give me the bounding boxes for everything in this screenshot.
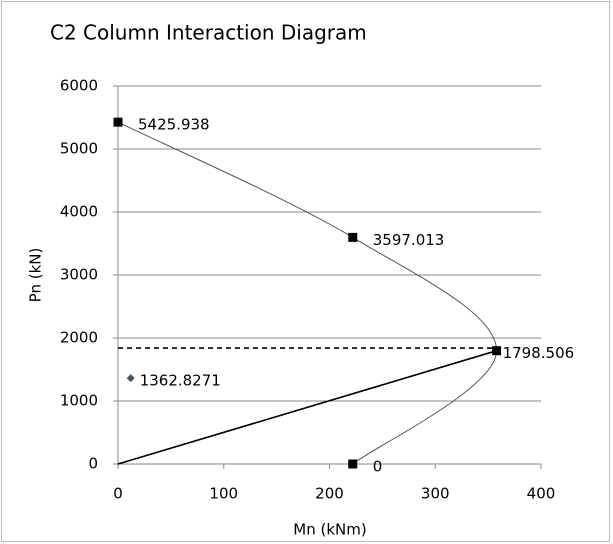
data-label: 0: [373, 458, 383, 476]
y-tick-label: 5000: [60, 140, 98, 158]
y-axis-title: Pn (kN): [27, 248, 45, 303]
chart-title: C2 Column Interaction Diagram: [50, 21, 367, 45]
point: [348, 459, 358, 469]
series-line: [117, 349, 497, 465]
data-label: 1362.8271: [140, 372, 221, 390]
point: [113, 117, 123, 127]
point: [348, 232, 358, 242]
data-label: 1798.506: [503, 344, 575, 362]
y-tick-label: 1000: [60, 392, 98, 410]
y-tick-label: 3000: [60, 266, 98, 284]
point: [126, 374, 135, 383]
x-axis-title: Mn (kNm): [293, 521, 366, 539]
y-tick-label: 4000: [60, 203, 98, 221]
x-tick-label: 300: [421, 485, 450, 503]
series-line: [117, 121, 498, 465]
y-tick-label: 2000: [60, 329, 98, 347]
x-tick-label: 200: [315, 485, 344, 503]
y-tick-label: 6000: [60, 77, 98, 95]
x-tick-label: 100: [209, 485, 238, 503]
x-tick-label: 400: [527, 485, 556, 503]
y-tick-label: 0: [88, 455, 98, 473]
data-label: 5425.938: [138, 116, 210, 134]
x-tick-label: 0: [113, 485, 123, 503]
data-label: 3597.013: [373, 231, 445, 249]
